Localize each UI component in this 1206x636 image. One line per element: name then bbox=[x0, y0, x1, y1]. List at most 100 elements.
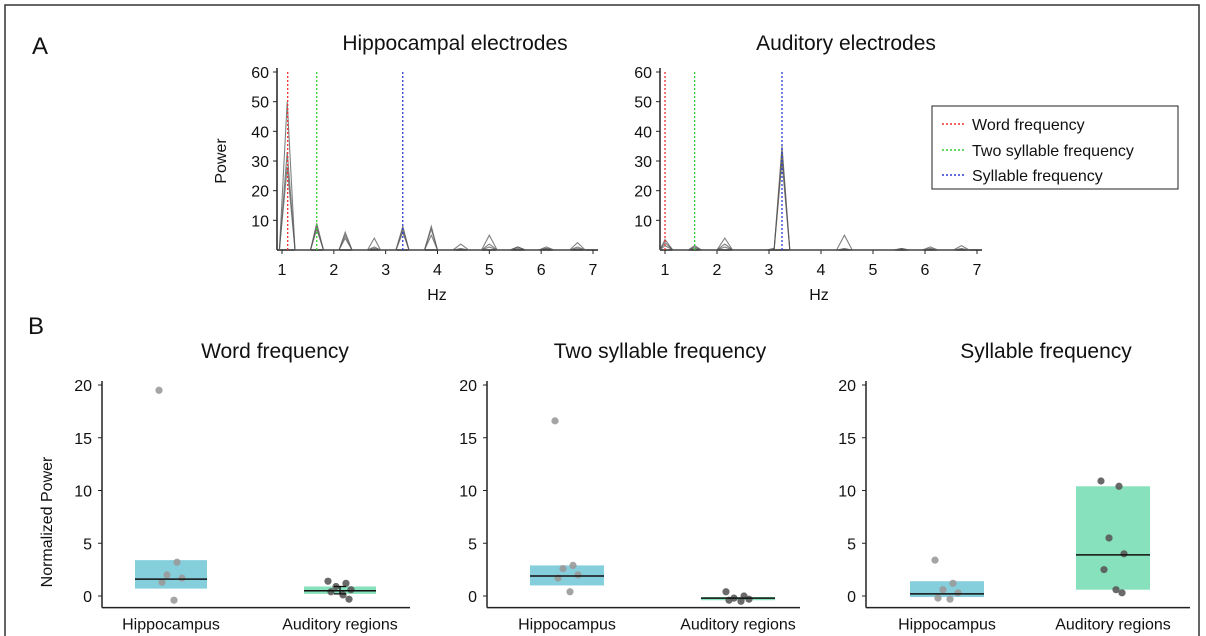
data-point bbox=[931, 556, 939, 564]
data-point bbox=[327, 588, 335, 596]
data-point bbox=[178, 574, 186, 582]
y-tick-label: 20 bbox=[634, 184, 652, 201]
chart-word-frequency: Word frequency Normalized Power 0 5 10 15 20… bbox=[39, 340, 410, 634]
x-tick-label: 5 bbox=[869, 262, 878, 279]
data-point bbox=[1120, 550, 1128, 558]
data-point bbox=[574, 571, 582, 579]
spectrum-line-2 bbox=[278, 152, 586, 251]
spectrum-line-1 bbox=[659, 146, 970, 251]
chart-title: Auditory electrodes bbox=[756, 32, 936, 55]
data-point bbox=[745, 595, 753, 603]
chart-hippocampal-electrodes: Hippocampal electrodes Power Hz 10 20 30 40… bbox=[213, 32, 598, 304]
category-label: Hippocampus bbox=[518, 617, 616, 634]
spectrum-line-2 bbox=[659, 152, 970, 251]
figure-border bbox=[4, 4, 1200, 636]
x-tick-label: 4 bbox=[817, 262, 826, 279]
data-point bbox=[163, 571, 171, 579]
y-tick-label: 10 bbox=[251, 213, 269, 230]
y-tick-label: 0 bbox=[847, 589, 856, 606]
data-point bbox=[949, 579, 957, 587]
spectrum-line-3 bbox=[278, 166, 586, 251]
x-tick-label: 2 bbox=[713, 262, 722, 279]
data-point bbox=[1105, 534, 1113, 542]
data-point bbox=[173, 558, 181, 566]
y-tick-label: 50 bbox=[634, 95, 652, 112]
data-point bbox=[551, 417, 559, 425]
x-tick-label: 7 bbox=[973, 262, 982, 279]
category-label: Hippocampus bbox=[122, 617, 220, 634]
chart-auditory-electrodes: Auditory electrodes Hz 10 20 30 40 50 60 1 2 3 4 5… bbox=[634, 32, 982, 304]
data-point bbox=[1118, 589, 1126, 597]
category-label: Auditory regions bbox=[282, 617, 398, 634]
data-point bbox=[339, 591, 347, 599]
y-axis-label: Power bbox=[213, 138, 230, 184]
y-tick-label: 0 bbox=[83, 589, 92, 606]
data-point bbox=[569, 561, 577, 570]
data-point bbox=[566, 588, 574, 596]
legend: Word frequency Two syllable frequency Sy… bbox=[931, 105, 1179, 190]
y-axis-label: Normalized Power bbox=[39, 456, 56, 587]
data-point bbox=[347, 586, 355, 594]
spectrum-line-3 bbox=[659, 160, 970, 251]
x-tick-label: 4 bbox=[433, 262, 442, 279]
y-tick-label: 20 bbox=[459, 378, 477, 395]
y-tick-label: 15 bbox=[459, 431, 477, 448]
chart-title: Two syllable frequency bbox=[554, 340, 767, 363]
data-point bbox=[722, 588, 730, 596]
y-tick-label: 5 bbox=[847, 536, 856, 553]
data-point bbox=[559, 564, 567, 573]
x-axis-label: Hz bbox=[809, 287, 829, 304]
data-point bbox=[170, 596, 178, 604]
x-tick-label: 6 bbox=[921, 262, 930, 279]
y-tick-label: 20 bbox=[251, 184, 269, 201]
chart-title: Hippocampal electrodes bbox=[342, 32, 567, 55]
chart-syllable-frequency: Syllable frequency 0 5 10 15 20 Hippocampus Au… bbox=[838, 340, 1190, 634]
data-point bbox=[1112, 586, 1120, 594]
data-point bbox=[158, 578, 166, 586]
category-label: Auditory regions bbox=[680, 617, 796, 634]
y-tick-label: 15 bbox=[838, 431, 856, 448]
x-tick-label: 3 bbox=[381, 262, 390, 279]
y-tick-label: 5 bbox=[468, 536, 477, 553]
y-tick-label: 20 bbox=[838, 378, 856, 395]
y-tick-label: 0 bbox=[468, 589, 477, 606]
category-label: Auditory regions bbox=[1055, 617, 1171, 634]
legend-label-syllable-frequency: Syllable frequency bbox=[972, 168, 1103, 185]
data-point bbox=[939, 586, 947, 594]
category-label: Hippocampus bbox=[898, 617, 996, 634]
box-hippocampus bbox=[135, 560, 207, 589]
data-point bbox=[954, 589, 962, 597]
y-tick-label: 15 bbox=[74, 431, 92, 448]
data-point bbox=[1097, 477, 1105, 485]
legend-box bbox=[931, 105, 1179, 190]
chart-title: Word frequency bbox=[201, 340, 349, 363]
data-point bbox=[1100, 566, 1108, 574]
y-tick-label: 10 bbox=[838, 484, 856, 501]
chart-title: Syllable frequency bbox=[960, 340, 1132, 363]
y-tick-label: 30 bbox=[634, 154, 652, 171]
data-point bbox=[1115, 482, 1123, 490]
panel-label-a: A bbox=[32, 33, 48, 60]
box-hippocampus bbox=[910, 581, 984, 598]
y-tick-label: 60 bbox=[634, 65, 652, 82]
x-tick-label: 6 bbox=[537, 262, 546, 279]
panel-label-b: B bbox=[28, 313, 44, 340]
y-tick-label: 20 bbox=[74, 378, 92, 395]
x-axis-label: Hz bbox=[427, 287, 447, 304]
data-point bbox=[345, 595, 353, 603]
data-point bbox=[737, 597, 745, 605]
y-tick-label: 10 bbox=[459, 484, 477, 501]
box-auditory-regions bbox=[1076, 486, 1150, 590]
y-tick-label: 60 bbox=[251, 65, 269, 82]
x-tick-label: 1 bbox=[278, 262, 287, 279]
x-tick-label: 7 bbox=[589, 262, 598, 279]
x-tick-label: 3 bbox=[765, 262, 774, 279]
x-tick-label: 5 bbox=[485, 262, 494, 279]
y-tick-label: 5 bbox=[83, 536, 92, 553]
data-point bbox=[946, 595, 954, 603]
data-point bbox=[324, 577, 332, 585]
data-point bbox=[342, 579, 350, 587]
x-tick-label: 2 bbox=[329, 262, 338, 279]
data-point bbox=[934, 594, 942, 602]
